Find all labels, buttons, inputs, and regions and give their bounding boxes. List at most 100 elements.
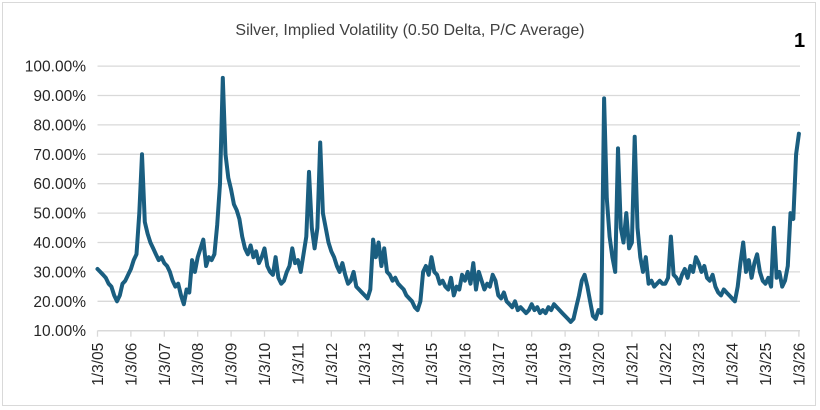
x-tick-label: 1/3/16	[457, 343, 474, 386]
y-tick-label: 50.00%	[33, 206, 86, 223]
data-point	[257, 261, 261, 265]
data-point	[271, 273, 275, 277]
data-point	[705, 276, 709, 280]
data-point	[747, 258, 751, 262]
data-point	[249, 243, 253, 247]
data-point	[466, 270, 470, 274]
data-point	[268, 270, 272, 274]
data-point	[752, 261, 756, 265]
data-point	[555, 305, 559, 309]
data-point	[769, 285, 773, 289]
data-point	[360, 291, 364, 294]
chart-title: Silver, Implied Volatility (0.50 Delta, …	[235, 22, 585, 39]
data-point	[766, 276, 770, 280]
data-point	[711, 273, 715, 277]
chart-number-badge: 1	[794, 30, 806, 52]
data-point	[775, 276, 779, 280]
data-point	[686, 276, 690, 280]
data-point	[199, 246, 202, 250]
data-point	[135, 252, 138, 256]
data-point	[755, 252, 759, 256]
x-tick-label: 1/3/13	[357, 343, 374, 386]
data-point	[382, 246, 386, 250]
data-point	[109, 285, 113, 289]
data-point	[285, 270, 289, 274]
data-point	[591, 314, 595, 318]
data-point	[413, 305, 417, 309]
data-point	[182, 302, 186, 306]
data-point	[293, 261, 297, 265]
data-point	[744, 270, 748, 274]
data-point	[229, 188, 233, 192]
data-point	[791, 217, 795, 221]
data-point	[218, 182, 222, 186]
data-point	[719, 293, 723, 297]
data-point	[265, 264, 269, 268]
data-point	[491, 273, 495, 277]
data-point	[296, 258, 300, 262]
data-point	[137, 211, 141, 215]
data-point	[168, 270, 172, 274]
data-point	[374, 255, 378, 259]
data-point	[741, 241, 745, 244]
data-point	[251, 255, 255, 259]
data-point	[352, 270, 356, 274]
data-point	[315, 226, 319, 230]
data-point	[597, 308, 600, 312]
x-tick-label: 1/3/14	[391, 342, 408, 385]
data-point	[349, 279, 353, 283]
data-point	[672, 273, 676, 277]
data-point	[299, 270, 303, 274]
data-point	[750, 276, 754, 280]
data-point	[700, 270, 703, 274]
data-point	[524, 311, 528, 315]
y-tick-label: 60.00%	[33, 176, 86, 193]
y-tick-label: 100.00%	[25, 59, 86, 76]
data-point	[605, 196, 609, 200]
data-point	[469, 282, 472, 286]
data-point	[193, 270, 197, 274]
data-point	[343, 273, 347, 277]
data-point	[558, 308, 561, 312]
data-point	[460, 273, 464, 277]
data-point	[594, 317, 598, 321]
data-point	[761, 279, 765, 283]
data-point	[210, 258, 214, 262]
data-point	[157, 258, 161, 262]
data-point	[237, 217, 241, 221]
data-point	[132, 258, 136, 262]
data-point	[146, 232, 150, 236]
data-point	[307, 170, 311, 174]
data-point	[505, 299, 509, 303]
data-point	[246, 252, 250, 256]
data-point	[215, 223, 219, 227]
data-point	[797, 132, 801, 136]
data-point	[674, 276, 678, 280]
data-point	[572, 317, 575, 321]
data-point	[647, 282, 651, 286]
data-point	[441, 279, 445, 283]
data-point	[652, 285, 656, 289]
x-tick-label: 1/3/10	[257, 342, 274, 385]
data-point	[727, 293, 731, 297]
data-point	[566, 317, 570, 321]
data-point	[691, 270, 695, 274]
data-point	[371, 238, 375, 242]
x-tick-label: 1/3/08	[190, 343, 207, 386]
x-tick-label: 1/3/26	[791, 343, 808, 386]
data-point	[688, 264, 692, 268]
data-point	[354, 285, 358, 289]
data-point	[438, 282, 442, 286]
x-tick-label: 1/3/07	[157, 343, 174, 386]
data-point	[530, 302, 534, 306]
data-point	[179, 293, 183, 297]
data-point	[772, 226, 776, 230]
data-point	[224, 152, 227, 156]
data-point	[638, 255, 642, 259]
y-tick-label: 30.00%	[33, 264, 86, 281]
data-point	[780, 285, 784, 289]
data-point	[435, 273, 439, 277]
data-point	[733, 299, 737, 303]
data-point	[212, 252, 216, 256]
data-point	[190, 258, 194, 262]
